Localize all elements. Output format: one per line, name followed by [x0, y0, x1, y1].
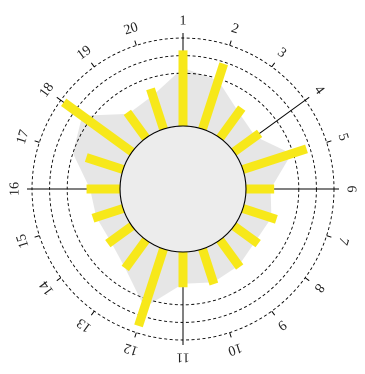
category-label-4: 4	[311, 83, 327, 97]
category-label-19: 19	[74, 43, 94, 63]
bar-14	[105, 221, 137, 248]
category-label-12: 12	[122, 340, 140, 359]
tick-12	[134, 332, 137, 338]
category-label-6: 6	[344, 186, 359, 193]
bar-15	[91, 203, 127, 223]
tick-13	[90, 310, 95, 316]
bar-13	[121, 235, 151, 272]
tick-14	[56, 277, 62, 282]
category-label-8: 8	[311, 280, 327, 294]
category-label-16: 16	[8, 182, 23, 196]
category-label-14: 14	[37, 278, 57, 298]
tick-20	[134, 40, 137, 46]
tick-4	[304, 96, 310, 101]
tick-5	[326, 140, 332, 143]
bar-18	[61, 98, 137, 157]
tick-10	[229, 332, 232, 338]
tick-3	[271, 62, 276, 68]
category-label-1: 1	[180, 14, 187, 29]
category-label-13: 13	[74, 315, 94, 335]
bar-19	[123, 109, 151, 143]
bar-9	[215, 235, 244, 270]
category-label-9: 9	[274, 317, 288, 333]
bar-10	[197, 245, 219, 286]
bar-4	[229, 129, 263, 157]
category-label-2: 2	[229, 21, 240, 37]
tick-15	[34, 235, 40, 238]
category-label-3: 3	[274, 45, 288, 61]
tick-17	[34, 140, 40, 143]
category-label-11: 11	[176, 350, 189, 365]
bar-7	[239, 203, 278, 224]
bar-12	[134, 245, 169, 328]
inner-circle	[119, 125, 247, 253]
bars-layer	[61, 50, 308, 328]
category-label-17: 17	[14, 128, 33, 146]
tick-2	[229, 40, 232, 46]
tick-9	[271, 310, 276, 316]
category-label-7: 7	[335, 235, 351, 246]
category-label-18: 18	[37, 80, 57, 100]
tick-18	[56, 96, 62, 101]
category-label-15: 15	[14, 232, 33, 250]
tick-8	[304, 277, 310, 282]
category-label-20: 20	[122, 20, 140, 39]
category-label-5: 5	[335, 131, 351, 142]
bar-17	[84, 153, 127, 175]
bar-5	[239, 144, 308, 175]
bar-8	[229, 221, 261, 248]
tick-19	[90, 62, 95, 68]
center-layer	[119, 125, 247, 253]
tick-7	[326, 235, 332, 238]
bar-2	[197, 62, 228, 133]
bar-3	[215, 105, 246, 143]
category-label-10: 10	[226, 340, 244, 359]
bar-20	[146, 87, 169, 133]
